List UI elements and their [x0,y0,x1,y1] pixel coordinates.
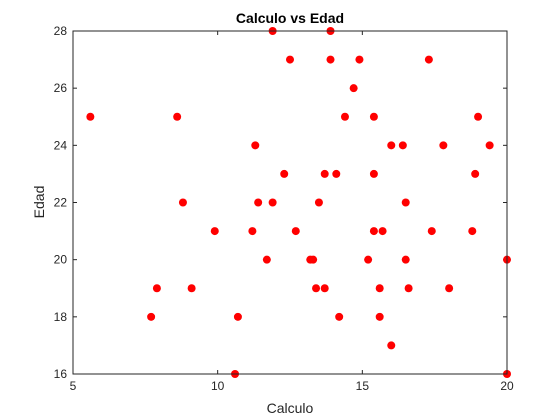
y-tick-label: 16 [54,367,68,381]
scatter-point [364,255,373,264]
scatter-point [485,141,494,150]
scatter-point [349,84,358,93]
scatter-point [152,284,161,293]
scatter-point [254,198,263,207]
scatter-point [320,169,329,178]
scatter-point [401,198,410,207]
scatter-point [375,284,384,293]
scatter-point [378,227,387,236]
scatter-point [387,341,396,350]
scatter-point [187,284,196,293]
scatter-point [369,169,378,178]
scatter-point [340,112,349,121]
scatter-point [468,227,477,236]
scatter-point [439,141,448,150]
scatter-point [320,284,329,293]
x-tick-label: 5 [70,379,77,393]
scatter-point [401,255,410,264]
y-tick-label: 20 [54,253,68,267]
scatter-point [398,141,407,150]
scatter-point [332,169,341,178]
scatter-point [280,169,289,178]
scatter-point [291,227,300,236]
data-points [86,27,511,378]
scatter-point [86,112,95,121]
y-tick-label: 28 [54,24,68,38]
x-tick-label: 10 [211,379,225,393]
scatter-point [248,227,257,236]
scatter-point [173,112,182,121]
scatter-point [233,312,242,321]
x-tick-label: 15 [356,379,370,393]
scatter-point [309,255,318,264]
scatter-point [369,227,378,236]
x-tick-label: 20 [500,379,514,393]
scatter-point [178,198,187,207]
scatter-point [147,312,156,321]
scatter-point [262,255,271,264]
scatter-point [375,312,384,321]
y-tick-label: 18 [54,310,68,324]
scatter-point [314,198,323,207]
x-axis-label: Calculo [267,400,314,416]
scatter-point [286,55,294,64]
scatter-point [369,112,378,121]
y-tick-label: 24 [54,138,68,152]
scatter-point [268,198,277,207]
scatter-point [355,55,364,64]
scatter-point [427,227,436,236]
scatter-point [471,169,480,178]
y-tick-label: 26 [54,81,68,95]
scatter-point [424,55,433,64]
plot-area [73,31,507,374]
scatter-point [335,312,344,321]
scatter-point [326,55,335,64]
scatter-point [445,284,454,293]
scatter-point [387,141,396,150]
chart-title: Calculo vs Edad [236,10,344,26]
y-tick-label: 22 [54,196,68,210]
y-axis-label: Edad [31,186,47,219]
scatter-point [404,284,413,293]
scatter-point [251,141,260,150]
scatter-point [312,284,321,293]
scatter-point [210,227,219,236]
axes-box [72,30,508,375]
x-axis-ticks: 5 10 15 20 [70,31,514,393]
scatter-point [474,112,483,121]
